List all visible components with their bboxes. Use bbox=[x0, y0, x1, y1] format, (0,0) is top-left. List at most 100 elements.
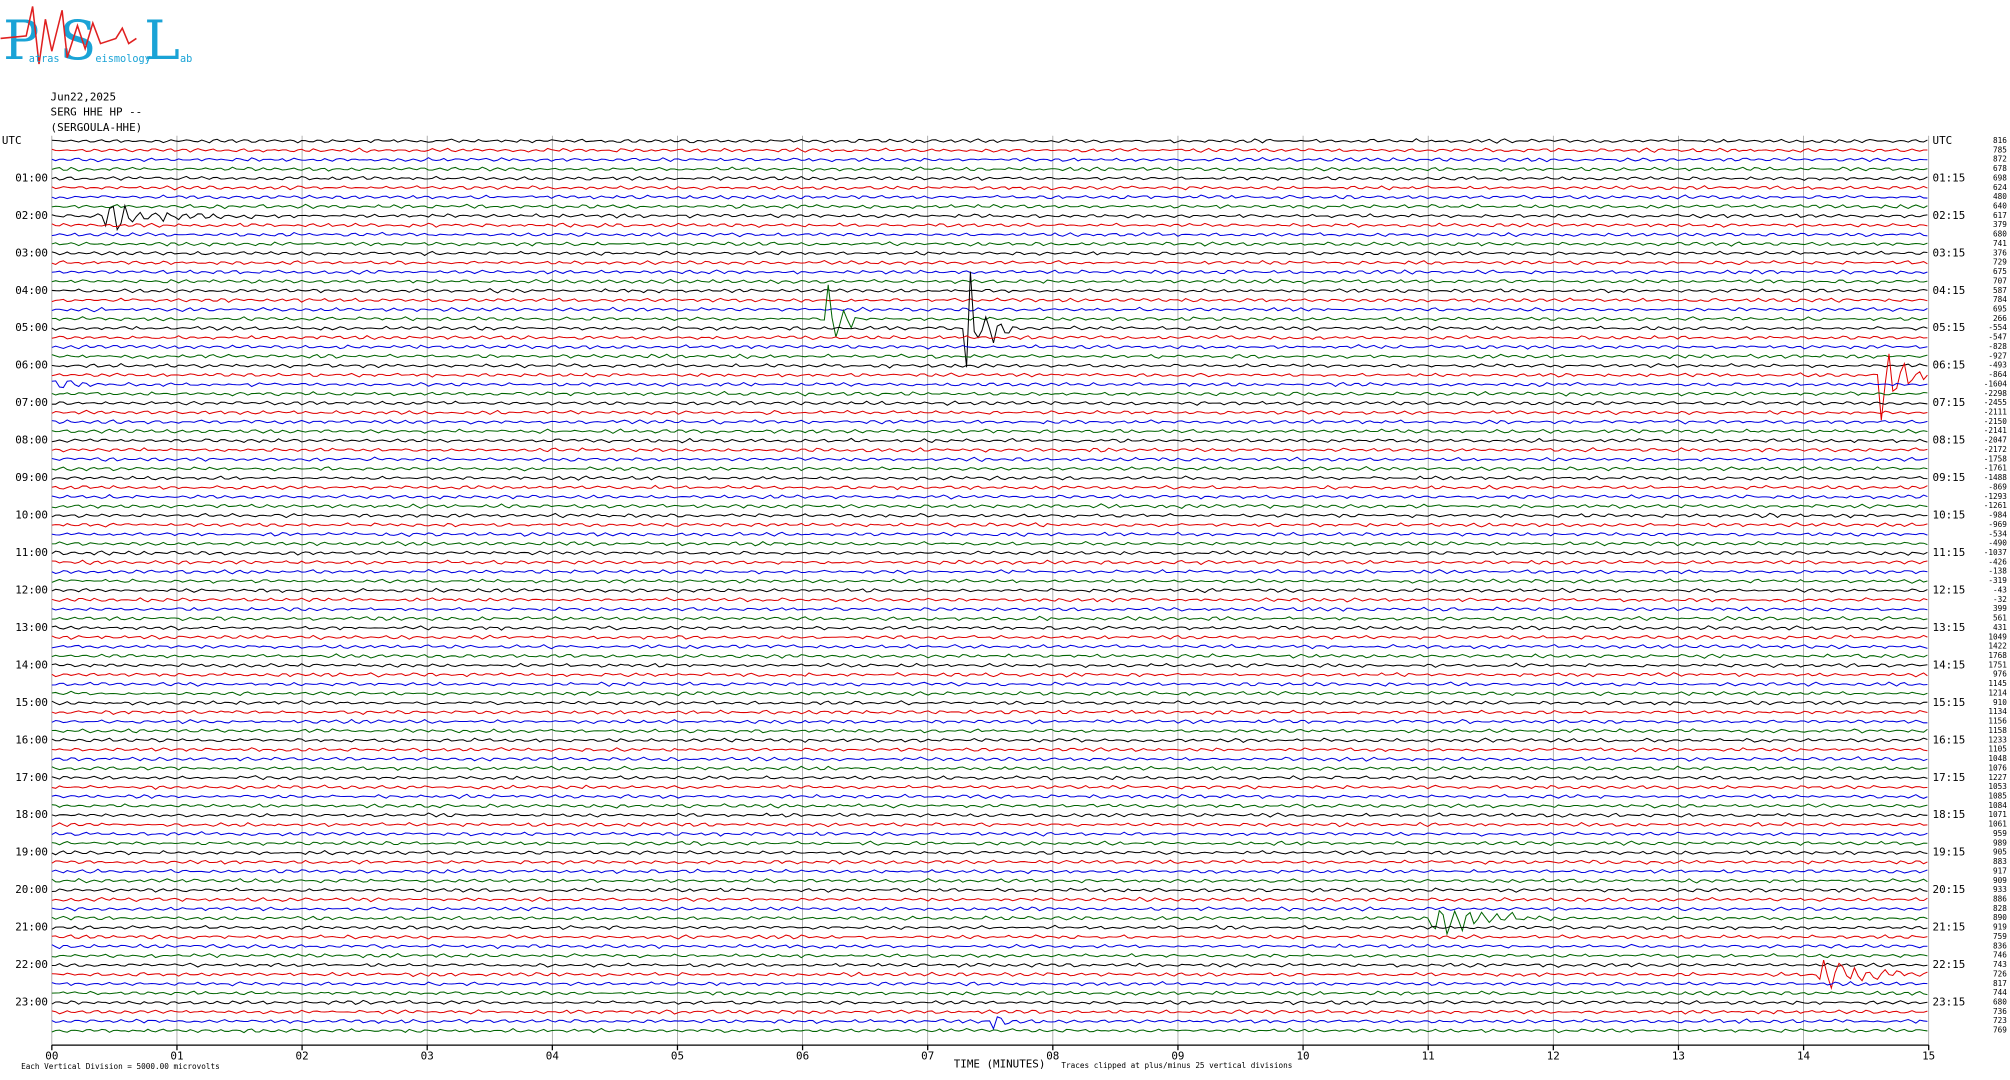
hour-label: 13:15 bbox=[1933, 621, 1966, 634]
offset-label: 707 bbox=[1993, 276, 2007, 285]
trace bbox=[51, 784, 1928, 790]
hour-label: 20:00 bbox=[15, 883, 48, 896]
footer-clip: Traces clipped at plus/minus 25 vertical… bbox=[1061, 1061, 1292, 1070]
trace bbox=[51, 569, 1928, 575]
offset-label: -554 bbox=[1988, 323, 2007, 332]
x-tick-label: 07 bbox=[921, 1050, 934, 1063]
hour-label: UTC bbox=[1933, 134, 1953, 147]
x-tick-label: 06 bbox=[796, 1050, 809, 1063]
hour-label: 18:15 bbox=[1933, 808, 1966, 821]
offset-label: -138 bbox=[1988, 567, 2007, 576]
trace bbox=[51, 775, 1928, 781]
hour-label: 09:15 bbox=[1933, 471, 1966, 484]
trace bbox=[51, 269, 1928, 275]
trace bbox=[51, 909, 1928, 937]
offset-label: 746 bbox=[1993, 951, 2007, 960]
x-tick-label: 10 bbox=[1297, 1050, 1310, 1063]
offset-label: 399 bbox=[1993, 604, 2007, 613]
offset-label: -493 bbox=[1988, 361, 2007, 370]
trace bbox=[51, 999, 1928, 1006]
offset-label: 680 bbox=[1993, 230, 2007, 239]
offset-label: 784 bbox=[1993, 295, 2007, 304]
trace bbox=[51, 906, 1928, 912]
trace bbox=[51, 185, 1928, 191]
trace bbox=[51, 1027, 1928, 1034]
hour-label: 06:15 bbox=[1933, 359, 1966, 372]
trace bbox=[51, 587, 1928, 594]
trace bbox=[51, 578, 1928, 584]
offset-label: -2455 bbox=[1984, 398, 2007, 407]
trace bbox=[51, 409, 1928, 416]
trace bbox=[51, 859, 1928, 865]
trace bbox=[51, 980, 1928, 987]
trace bbox=[51, 540, 1928, 547]
trace bbox=[51, 334, 1928, 341]
trace bbox=[51, 288, 1928, 294]
offset-label: 976 bbox=[1993, 670, 2007, 679]
trace bbox=[51, 203, 1928, 232]
trace bbox=[51, 765, 1928, 771]
hour-label: 02:00 bbox=[15, 209, 48, 222]
trace bbox=[51, 962, 1928, 968]
offset-label: -43 bbox=[1993, 585, 2007, 594]
trace bbox=[51, 672, 1928, 678]
hour-label: 01:15 bbox=[1933, 171, 1966, 184]
hour-label: 04:00 bbox=[15, 284, 48, 297]
offset-label: 910 bbox=[1993, 698, 2007, 707]
offset-label: 695 bbox=[1993, 304, 2007, 313]
offset-label: -2047 bbox=[1984, 436, 2007, 445]
trace bbox=[51, 653, 1928, 659]
logo-wave bbox=[0, 6, 137, 65]
trace bbox=[51, 531, 1928, 537]
hour-label: 09:00 bbox=[15, 471, 48, 484]
hour-label: 08:15 bbox=[1933, 434, 1966, 447]
offset-label: 785 bbox=[1993, 145, 2007, 154]
trace bbox=[51, 849, 1928, 856]
hour-label: 10:15 bbox=[1933, 509, 1966, 522]
trace bbox=[51, 138, 1928, 144]
offset-label: 1048 bbox=[1988, 754, 2007, 763]
trace bbox=[51, 812, 1928, 818]
trace bbox=[51, 821, 1928, 828]
trace bbox=[51, 194, 1928, 200]
offset-label: -2172 bbox=[1984, 445, 2007, 454]
offset-label: 836 bbox=[1993, 941, 2007, 950]
trace bbox=[51, 297, 1928, 303]
trace bbox=[51, 494, 1928, 500]
x-tick-label: 08 bbox=[1046, 1050, 1059, 1063]
trace bbox=[51, 550, 1928, 556]
offset-label: 890 bbox=[1993, 913, 2007, 922]
hour-label: 07:00 bbox=[15, 396, 48, 409]
trace bbox=[51, 380, 1928, 389]
offset-label: 1105 bbox=[1988, 745, 2006, 754]
x-tick-label: 03 bbox=[421, 1050, 434, 1063]
trace bbox=[51, 700, 1928, 706]
offset-label: 905 bbox=[1993, 848, 2007, 857]
offset-label: 1134 bbox=[1988, 707, 2007, 716]
hour-label: 23:00 bbox=[15, 996, 48, 1009]
offset-label: 759 bbox=[1993, 932, 2007, 941]
offset-label: 729 bbox=[1993, 258, 2007, 267]
trace bbox=[51, 943, 1928, 950]
hour-label: 20:15 bbox=[1933, 883, 1966, 896]
offset-label: -1758 bbox=[1984, 454, 2007, 463]
offset-label: 816 bbox=[1993, 136, 2007, 145]
hour-label: 02:15 bbox=[1933, 209, 1966, 222]
offset-label: 1214 bbox=[1988, 688, 2007, 697]
offset-label: 1422 bbox=[1988, 642, 2006, 651]
hour-label: 05:00 bbox=[15, 321, 48, 334]
hour-label: 04:15 bbox=[1933, 284, 1966, 297]
offset-label: 266 bbox=[1993, 314, 2007, 323]
trace bbox=[51, 896, 1928, 903]
trace bbox=[51, 484, 1928, 491]
trace bbox=[51, 390, 1928, 397]
trace bbox=[51, 250, 1928, 257]
hour-label: 05:15 bbox=[1933, 321, 1966, 334]
hour-label: 01:00 bbox=[15, 171, 48, 184]
hour-label: 15:15 bbox=[1933, 696, 1966, 709]
trace bbox=[51, 634, 1928, 640]
hour-label: 16:15 bbox=[1933, 733, 1966, 746]
x-tick-label: 15 bbox=[1922, 1050, 1935, 1063]
trace bbox=[51, 952, 1928, 959]
